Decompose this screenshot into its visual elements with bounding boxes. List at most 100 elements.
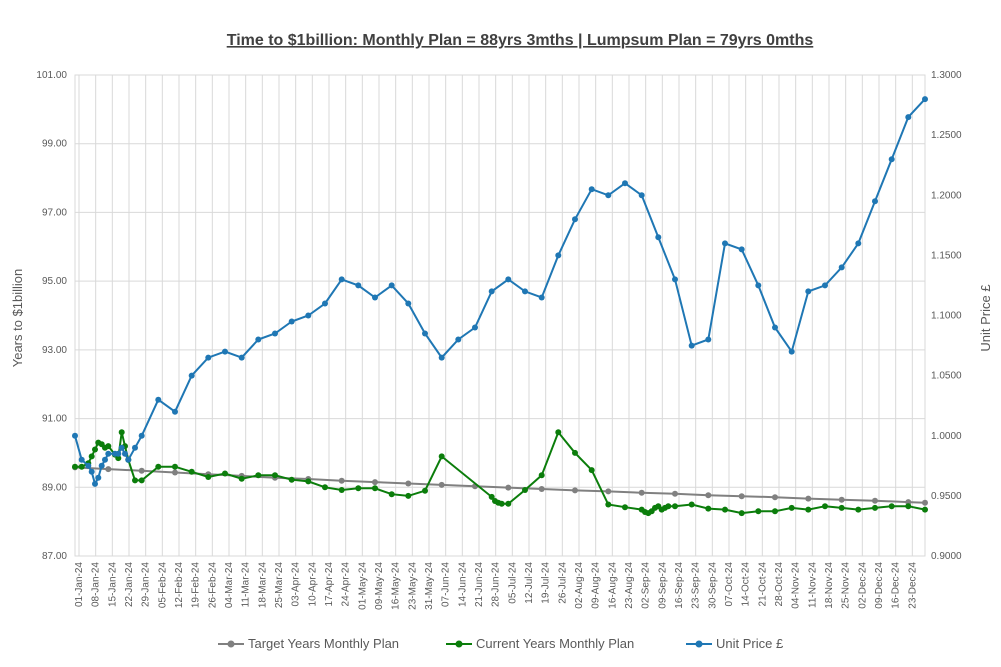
data-point (888, 156, 895, 163)
data-point (588, 186, 595, 193)
data-point (222, 348, 228, 355)
y-right-axis-title: Unit Price £ (978, 284, 993, 352)
data-point (88, 453, 95, 460)
x-tick-label: 18-Nov-24 (824, 562, 835, 609)
x-tick-label: 16-Dec-24 (891, 562, 902, 609)
x-tick-label: 07-Jun-24 (441, 562, 452, 607)
data-point (905, 503, 912, 510)
data-point (805, 506, 812, 513)
chart-title: Time to $1billion: Monthly Plan = 88yrs … (227, 32, 814, 49)
x-tick-label: 23-Sep-24 (691, 562, 702, 609)
x-tick-label: 29-Jan-24 (141, 562, 152, 607)
data-point (78, 463, 85, 470)
x-tick-label: 07-Oct-24 (724, 562, 735, 607)
data-point (622, 180, 628, 187)
x-tick-label: 09-Aug-24 (591, 562, 602, 609)
data-point (105, 450, 112, 457)
data-point (238, 475, 245, 482)
y-left-axis-title: Years to $1billion (10, 269, 25, 368)
data-point (438, 354, 445, 361)
x-tick-label: 19-Jul-24 (541, 562, 552, 604)
data-point (132, 477, 138, 484)
legend: Target Years Monthly Plan Current Years M… (218, 636, 784, 651)
x-tick-label: 03-Apr-24 (291, 562, 302, 607)
data-point (522, 288, 528, 295)
legend-item: Current Years Monthly Plan (446, 636, 634, 651)
data-point (372, 294, 378, 301)
data-point (472, 324, 478, 331)
data-point (172, 408, 178, 415)
data-point (638, 192, 645, 199)
y-left-tick-label: 99.00 (42, 139, 67, 150)
data-point (872, 198, 878, 205)
data-point (188, 372, 195, 379)
x-tick-label: 30-Sep-24 (707, 562, 718, 609)
left-axis-ticks: 87.00 89.00 91.00 93.00 95.00 97.00 99.00 101.0… (36, 70, 67, 562)
data-point (455, 336, 462, 343)
x-tick-label: 15-Jan-24 (107, 562, 118, 607)
legend-item: Unit Price £ (686, 636, 784, 651)
data-point (438, 481, 445, 488)
data-point (92, 446, 98, 453)
x-tick-label: 12-Jul-24 (524, 562, 535, 604)
data-point (488, 288, 495, 295)
legend-label: Unit Price £ (716, 636, 784, 651)
x-tick-label: 22-Jan-24 (124, 562, 135, 607)
data-point (372, 479, 378, 486)
data-point (605, 192, 612, 199)
data-point (102, 456, 108, 463)
data-point (555, 252, 562, 259)
x-tick-label: 23-Aug-24 (624, 562, 635, 609)
y-right-tick-label: 1.1000 (931, 311, 962, 322)
data-point (638, 489, 645, 496)
data-point (322, 300, 328, 307)
x-tick-label: 19-Feb-24 (191, 562, 202, 609)
y-left-tick-label: 93.00 (42, 345, 67, 356)
data-point (132, 444, 138, 451)
data-point (255, 336, 262, 343)
data-point (705, 505, 712, 512)
data-point (138, 467, 145, 474)
x-tick-label: 23-May-24 (407, 562, 418, 610)
x-tick-label: 21-Jun-24 (474, 562, 485, 607)
x-tick-label: 02-Dec-24 (857, 562, 868, 609)
data-point (872, 497, 878, 504)
data-point (688, 342, 695, 349)
x-tick-label: 12-Feb-24 (174, 562, 185, 609)
data-point (355, 485, 362, 492)
data-point (555, 429, 562, 436)
data-point (138, 432, 145, 439)
x-tick-label: 23-Dec-24 (907, 562, 918, 609)
y-right-tick-label: 1.1500 (931, 250, 962, 261)
series-group (72, 96, 928, 517)
data-point (355, 282, 362, 289)
data-point (822, 282, 828, 289)
data-point (338, 487, 345, 493)
data-point (118, 429, 125, 436)
data-point (688, 501, 695, 508)
x-tick-label: 01-Jan-24 (74, 562, 85, 607)
data-point (388, 491, 395, 498)
data-point (572, 449, 578, 456)
x-tick-label: 11-Nov-24 (807, 562, 818, 608)
plot-area (74, 74, 926, 557)
x-tick-label: 21-Oct-24 (757, 562, 768, 607)
data-point (755, 508, 762, 515)
data-point (705, 336, 712, 343)
data-point (338, 276, 345, 283)
y-right-tick-label: 1.2000 (931, 190, 962, 201)
data-point (505, 484, 512, 491)
data-point (155, 463, 162, 470)
y-left-tick-label: 87.00 (42, 551, 67, 562)
data-point (505, 276, 512, 283)
data-point (372, 485, 378, 492)
x-tick-label: 31-May-24 (424, 562, 435, 610)
series-2 (72, 96, 928, 487)
data-point (588, 467, 595, 474)
data-point (838, 504, 845, 511)
y-left-tick-label: 95.00 (42, 276, 67, 287)
data-point (705, 492, 712, 499)
x-tick-label: 09-May-24 (374, 562, 385, 610)
x-tick-label: 05-Feb-24 (157, 562, 168, 609)
